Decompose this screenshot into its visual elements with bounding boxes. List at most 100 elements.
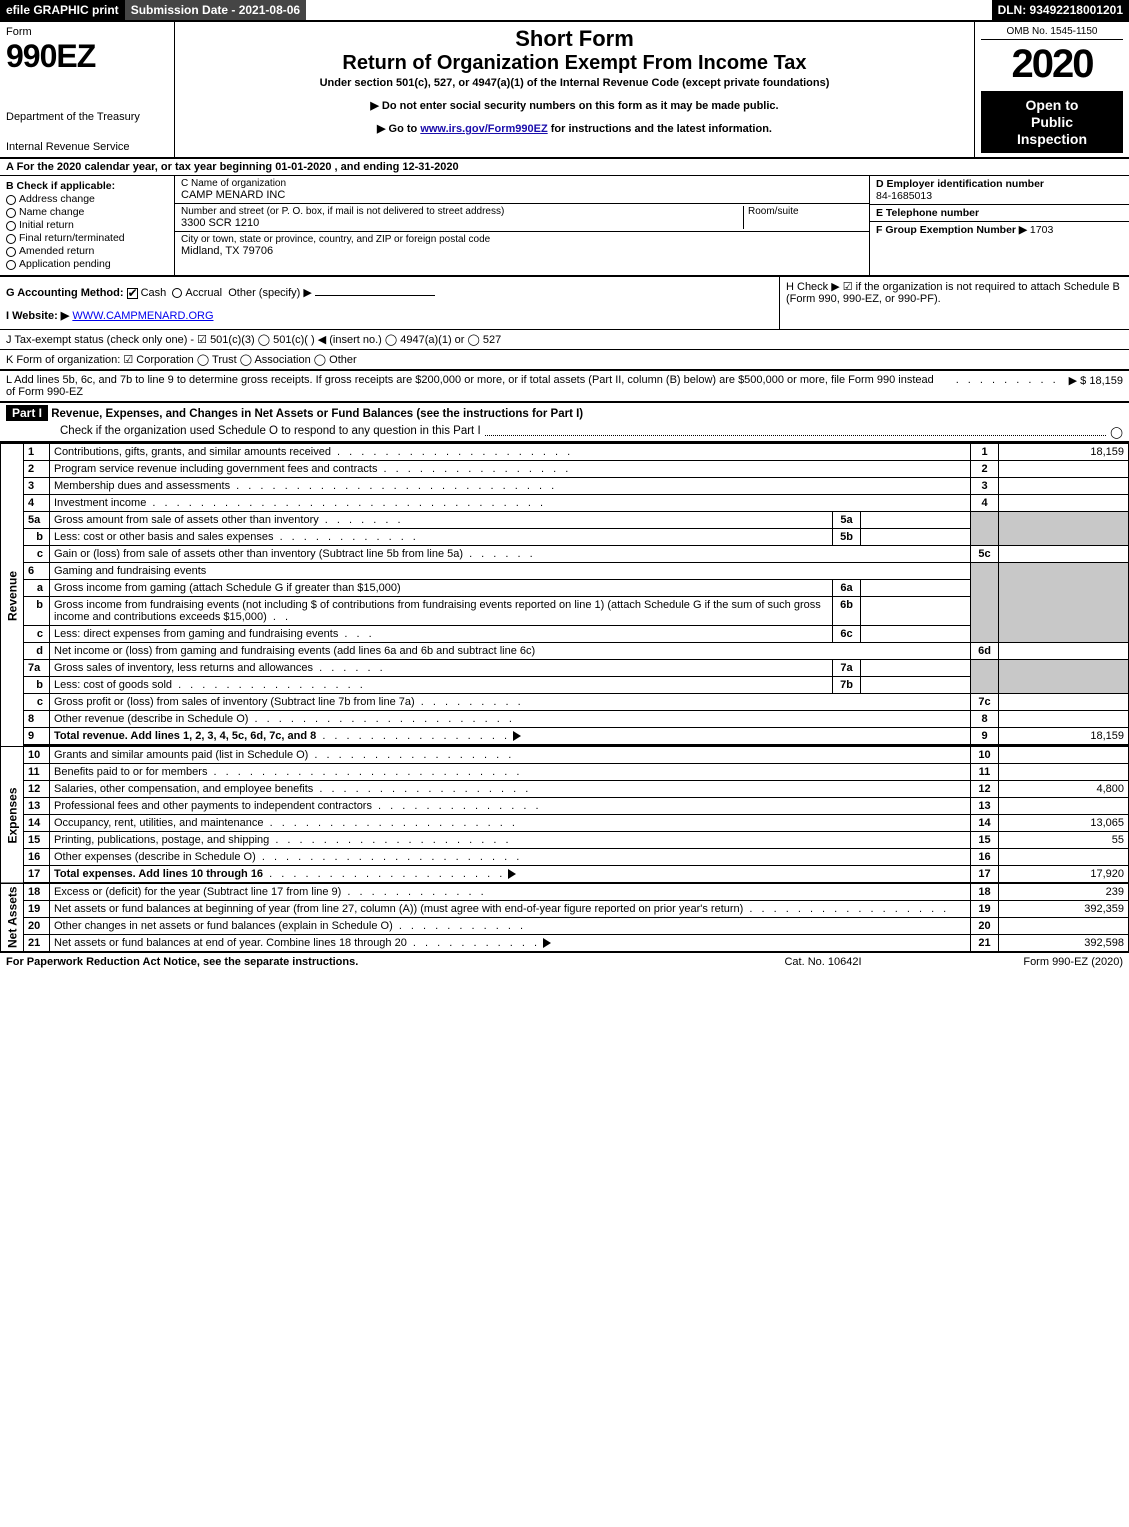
- l17-val: 17,920: [999, 866, 1129, 884]
- l13-desc: Professional fees and other payments to …: [54, 800, 372, 812]
- l5ab-greyval: [999, 512, 1129, 546]
- l1-num: 1: [24, 444, 50, 461]
- l5ab-grey: [971, 512, 999, 546]
- row-l-text: L Add lines 5b, 6c, and 7b to line 9 to …: [6, 374, 946, 398]
- l5a-mid: 5a: [833, 512, 861, 529]
- l6c-desc: Less: direct expenses from gaming and fu…: [54, 628, 338, 640]
- l4-desc: Investment income: [54, 497, 146, 509]
- l6-greyval: [999, 563, 1129, 643]
- l7c-desc: Gross profit or (loss) from sales of inv…: [54, 696, 415, 708]
- l8-num: 8: [24, 711, 50, 728]
- g-other: Other (specify) ▶: [228, 287, 312, 299]
- g-other-input[interactable]: [315, 295, 435, 296]
- l6d-num: d: [24, 643, 50, 660]
- l15-rnum: 15: [971, 832, 999, 849]
- efile-label[interactable]: efile GRAPHIC print: [0, 0, 125, 20]
- topbar-spacer: [306, 0, 991, 20]
- l5a-desc: Gross amount from sale of assets other t…: [54, 514, 319, 526]
- sidebar-revenue: Revenue: [1, 444, 24, 747]
- part1-checkline: Check if the organization used Schedule …: [60, 425, 481, 439]
- form-word: Form: [6, 26, 168, 38]
- l21-rnum: 21: [971, 935, 999, 953]
- subtitle: Under section 501(c), 527, or 4947(a)(1)…: [181, 77, 968, 89]
- l2-val: [999, 461, 1129, 478]
- form-number: 990EZ: [6, 38, 168, 75]
- l6a-desc: Gross income from gaming (attach Schedul…: [54, 582, 401, 594]
- l6d-desc: Net income or (loss) from gaming and fun…: [54, 645, 535, 657]
- box-b: B Check if applicable: Address change Na…: [0, 176, 175, 275]
- opt-initial-return[interactable]: Initial return: [6, 219, 168, 231]
- open-line2: Public: [985, 114, 1119, 131]
- l19-num: 19: [24, 901, 50, 918]
- l18-rnum: 18: [971, 883, 999, 901]
- l15-val: 55: [999, 832, 1129, 849]
- opt-final-return[interactable]: Final return/terminated: [6, 232, 168, 244]
- l16-desc: Other expenses (describe in Schedule O): [54, 851, 256, 863]
- irs-label: Internal Revenue Service: [6, 141, 168, 153]
- l8-val: [999, 711, 1129, 728]
- l20-val: [999, 918, 1129, 935]
- l21-desc: Net assets or fund balances at end of ye…: [54, 937, 407, 949]
- l6-num: 6: [24, 563, 50, 580]
- top-bar: efile GRAPHIC print Submission Date - 20…: [0, 0, 1129, 22]
- opt-address-change[interactable]: Address change: [6, 193, 168, 205]
- l10-num: 10: [24, 747, 50, 764]
- l6c-mval: [861, 626, 971, 643]
- opt-amended-return[interactable]: Amended return: [6, 245, 168, 257]
- open-line1: Open to: [985, 97, 1119, 114]
- l5a-num: 5a: [24, 512, 50, 529]
- l17-num: 17: [24, 866, 50, 884]
- l13-rnum: 13: [971, 798, 999, 815]
- row-gh: G Accounting Method: Cash Accrual Other …: [0, 277, 1129, 330]
- tax-year: 2020: [981, 42, 1123, 87]
- part1-endcheck[interactable]: ◯: [1110, 425, 1123, 439]
- opt-name-change[interactable]: Name change: [6, 206, 168, 218]
- form-header: Form 990EZ Department of the Treasury In…: [0, 22, 1129, 159]
- goto-line: ▶ Go to www.irs.gov/Form990EZ for instru…: [181, 122, 968, 135]
- i-label: I Website: ▶: [6, 310, 69, 322]
- goto-post: for instructions and the latest informat…: [551, 123, 772, 135]
- l6a-mid: 6a: [833, 580, 861, 597]
- l6d-val: [999, 643, 1129, 660]
- l15-desc: Printing, publications, postage, and shi…: [54, 834, 269, 846]
- l2-desc: Program service revenue including govern…: [54, 463, 377, 475]
- h-box: H Check ▶ ☑ if the organization is not r…: [779, 277, 1129, 329]
- ident-block: B Check if applicable: Address change Na…: [0, 176, 1129, 277]
- l6-grey: [971, 563, 999, 643]
- f-hint: F Group Exemption Number ▶: [876, 224, 1027, 236]
- part1-tag: Part I: [6, 405, 48, 421]
- l7-greyval: [999, 660, 1129, 694]
- l5b-mval: [861, 529, 971, 546]
- l12-rnum: 12: [971, 781, 999, 798]
- l15-num: 15: [24, 832, 50, 849]
- footer-paperwork: For Paperwork Reduction Act Notice, see …: [6, 956, 723, 968]
- irs-link[interactable]: www.irs.gov/Form990EZ: [420, 123, 547, 135]
- l6b-desc: Gross income from fundraising events (no…: [54, 599, 821, 623]
- l16-val: [999, 849, 1129, 866]
- city-hint: City or town, state or province, country…: [181, 234, 863, 245]
- row-l-amount: ▶ $ 18,159: [1059, 374, 1123, 398]
- l6b-num: b: [24, 597, 50, 626]
- l11-val: [999, 764, 1129, 781]
- dln-label: DLN: 93492218001201: [992, 0, 1129, 20]
- row-a-taxyear: A For the 2020 calendar year, or tax yea…: [0, 159, 1129, 176]
- addr-hint: Number and street (or P. O. box, if mail…: [181, 206, 743, 217]
- l19-rnum: 19: [971, 901, 999, 918]
- l5c-num: c: [24, 546, 50, 563]
- page-footer: For Paperwork Reduction Act Notice, see …: [0, 953, 1129, 971]
- l11-rnum: 11: [971, 764, 999, 781]
- l8-rnum: 8: [971, 711, 999, 728]
- g-cash-check[interactable]: [127, 288, 138, 299]
- g-accrual-radio[interactable]: [172, 288, 182, 298]
- goto-pre: ▶ Go to: [377, 123, 420, 135]
- part1-header: Part I Revenue, Expenses, and Changes in…: [0, 403, 1129, 443]
- l5a-mval: [861, 512, 971, 529]
- dept-treasury: Department of the Treasury: [6, 111, 168, 123]
- opt-application-pending[interactable]: Application pending: [6, 258, 168, 270]
- sidebar-netassets: Net Assets: [1, 883, 24, 952]
- website-link[interactable]: WWW.CAMPMENARD.ORG: [72, 310, 213, 322]
- l6b-mval: [861, 597, 971, 626]
- l19-desc: Net assets or fund balances at beginning…: [54, 903, 743, 915]
- l10-rnum: 10: [971, 747, 999, 764]
- l4-num: 4: [24, 495, 50, 512]
